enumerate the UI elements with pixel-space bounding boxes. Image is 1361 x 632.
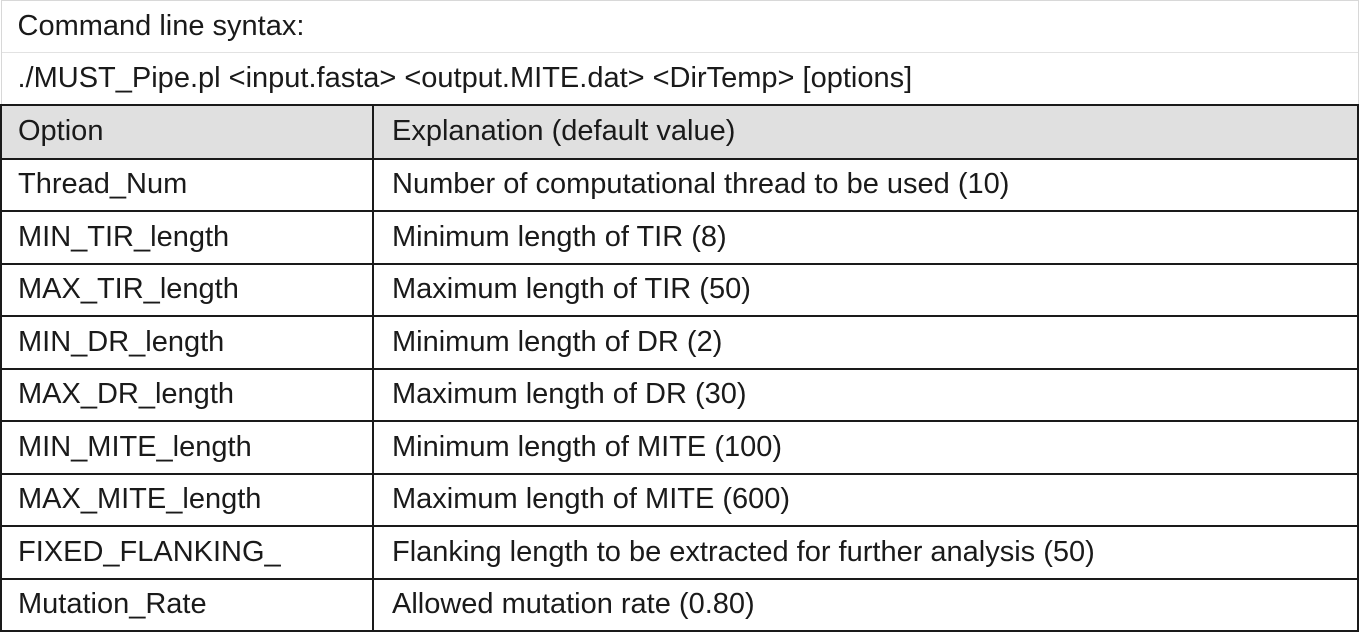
table-body: Thread_Num Number of computational thread…: [0, 157, 1359, 632]
option-name-cell: MAX_TIR_length: [0, 262, 374, 317]
column-header-option: Option: [0, 103, 374, 160]
option-explanation-cell: Number of computational thread to be use…: [372, 157, 1359, 212]
option-explanation-cell: Minimum length of MITE (100): [372, 420, 1359, 475]
table-row: Thread_Num Number of computational thread…: [0, 157, 1359, 212]
option-explanation-cell: Minimum length of TIR (8): [372, 210, 1359, 265]
table-row: Mutation_Rate Allowed mutation rate (0.80…: [0, 577, 1359, 632]
table-row: FIXED_FLANKING_ Flanking length to be ext…: [0, 525, 1359, 580]
option-explanation-cell: Maximum length of TIR (50): [372, 262, 1359, 317]
option-name-cell: MIN_DR_length: [0, 315, 374, 370]
table-row: MAX_TIR_length Maximum length of TIR (50): [0, 262, 1359, 317]
option-explanation-cell: Maximum length of DR (30): [372, 367, 1359, 422]
syntax-command: ./MUST_Pipe.pl <input.fasta> <output.MIT…: [0, 52, 1359, 105]
syntax-heading-row: Command line syntax:: [0, 0, 1359, 53]
syntax-command-row: ./MUST_Pipe.pl <input.fasta> <output.MIT…: [0, 52, 1359, 105]
column-header-explanation: Explanation (default value): [372, 103, 1359, 160]
option-name-cell: MAX_MITE_length: [0, 472, 374, 527]
option-name-cell: MAX_DR_length: [0, 367, 374, 422]
option-explanation-cell: Maximum length of MITE (600): [372, 472, 1359, 527]
option-explanation-cell: Flanking length to be extracted for furt…: [372, 525, 1359, 580]
option-explanation-cell: Allowed mutation rate (0.80): [372, 577, 1359, 632]
option-name-cell: MIN_MITE_length: [0, 420, 374, 475]
table-header-row: Option Explanation (default value): [0, 103, 1359, 160]
option-name-cell: MIN_TIR_length: [0, 210, 374, 265]
syntax-heading: Command line syntax:: [0, 0, 1359, 53]
table-row: MAX_MITE_length Maximum length of MITE (6…: [0, 472, 1359, 527]
option-name-cell: FIXED_FLANKING_: [0, 525, 374, 580]
table-row: MIN_TIR_length Minimum length of TIR (8): [0, 210, 1359, 265]
option-name-cell: Mutation_Rate: [0, 577, 374, 632]
table-row: MAX_DR_length Maximum length of DR (30): [0, 367, 1359, 422]
table-row: MIN_MITE_length Minimum length of MITE (1…: [0, 420, 1359, 475]
option-name-cell: Thread_Num: [0, 157, 374, 212]
table-row: MIN_DR_length Minimum length of DR (2): [0, 315, 1359, 370]
option-explanation-cell: Minimum length of DR (2): [372, 315, 1359, 370]
